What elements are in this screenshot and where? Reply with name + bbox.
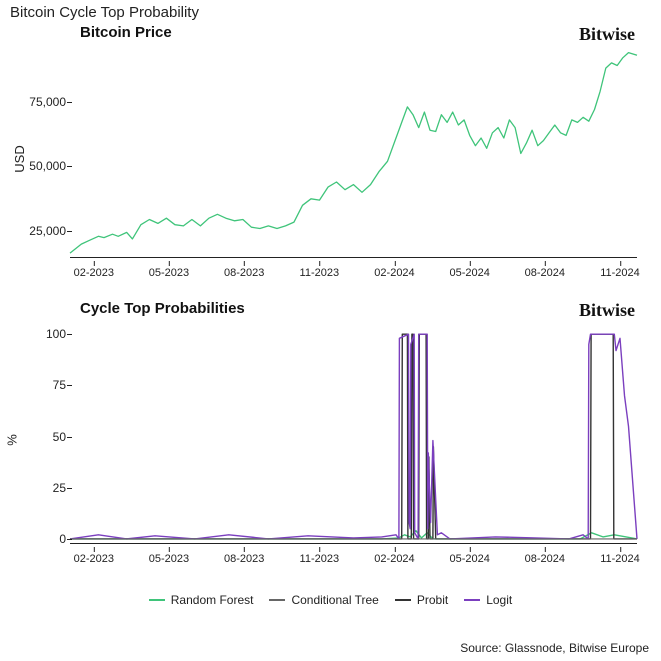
legend-item: Logit: [464, 593, 512, 607]
xtick: 08-2023: [224, 267, 264, 279]
prob-title: Cycle Top Probabilities: [80, 300, 245, 317]
xtick: 05-2024: [449, 553, 489, 565]
xtick: 05-2024: [449, 267, 489, 279]
xtick: 08-2023: [224, 553, 264, 565]
series-probit: [70, 334, 637, 539]
legend-label: Probit: [417, 593, 448, 607]
xtick: 02-2023: [74, 267, 114, 279]
price-ylabel: USD: [12, 145, 27, 172]
legend-swatch: [395, 599, 411, 601]
prob-plot: 025507510002-202305-202308-202311-202302…: [70, 326, 637, 544]
legend-label: Conditional Tree: [291, 593, 378, 607]
ytick: 0: [26, 532, 66, 546]
xtick: 05-2023: [149, 267, 189, 279]
price-title: Bitcoin Price: [80, 24, 172, 41]
prob-ylabel: %: [4, 434, 19, 446]
ytick: 75: [26, 378, 66, 392]
xtick: 11-2023: [300, 553, 340, 565]
xtick: 02-2024: [374, 267, 414, 279]
ytick: 25,000: [26, 224, 66, 238]
legend-swatch: [269, 599, 285, 601]
legend: Random Forest Conditional Tree Probit Logit: [0, 590, 661, 607]
legend-swatch: [149, 599, 165, 601]
panel-price: Bitcoin Price Bitwise USD 25,00050,00075…: [0, 24, 661, 294]
legend-item: Conditional Tree: [269, 593, 378, 607]
legend-item: Random Forest: [149, 593, 254, 607]
brand-logo-bottom: Bitwise: [579, 300, 635, 321]
xtick: 02-2024: [374, 553, 414, 565]
ytick: 100: [26, 327, 66, 341]
page-title: Bitcoin Cycle Top Probability: [10, 4, 199, 21]
panel-prob: Cycle Top Probabilities Bitwise % 025507…: [0, 300, 661, 580]
price-plot: 25,00050,00075,00002-202305-202308-20231…: [70, 50, 637, 258]
ytick: 75,000: [26, 95, 66, 109]
xtick: 02-2023: [74, 553, 114, 565]
source-attribution: Source: Glassnode, Bitwise Europe: [460, 641, 649, 655]
legend-item: Probit: [395, 593, 448, 607]
xtick: 05-2023: [149, 553, 189, 565]
brand-logo-top: Bitwise: [579, 24, 635, 45]
prob-svg: [70, 326, 637, 543]
xtick: 08-2024: [525, 267, 565, 279]
ytick: 50: [26, 430, 66, 444]
ytick: 50,000: [26, 159, 66, 173]
legend-label: Logit: [486, 593, 512, 607]
legend-swatch: [464, 599, 480, 601]
xtick: 11-2024: [600, 267, 640, 279]
xtick: 08-2024: [525, 553, 565, 565]
series-logit: [70, 334, 637, 539]
ytick: 25: [26, 481, 66, 495]
xtick: 11-2024: [600, 553, 640, 565]
series-btc-price: [70, 53, 637, 254]
xtick: 11-2023: [300, 267, 340, 279]
legend-label: Random Forest: [171, 593, 254, 607]
price-svg: [70, 50, 637, 257]
